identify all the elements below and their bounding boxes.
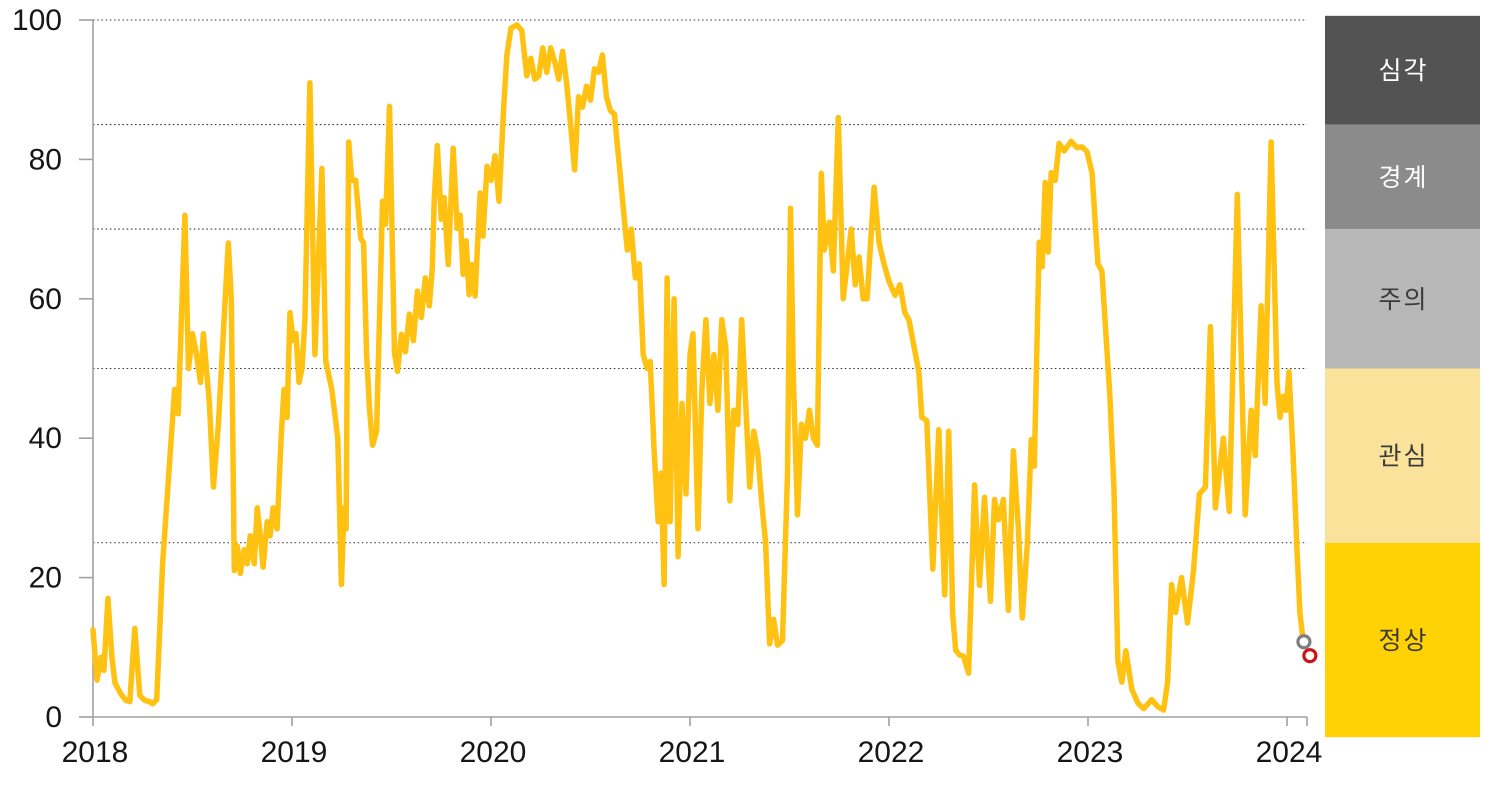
- latest-point-marker: [1302, 648, 1318, 664]
- x-tick-label: 2018: [62, 736, 129, 769]
- risk-band-주의: [1325, 229, 1480, 369]
- y-axis-labels: 0 20 40 60 80 100: [12, 4, 62, 734]
- y-tick-label: 80: [29, 143, 62, 176]
- y-axis-ticks: [79, 19, 93, 718]
- y-tick-label: 20: [29, 562, 62, 595]
- x-tick-label: 2020: [460, 736, 527, 769]
- index-line-series: [90, 22, 1306, 713]
- y-tick-label: 0: [45, 701, 62, 734]
- end-markers: [1296, 634, 1318, 664]
- risk-band-label: 정상: [1378, 627, 1428, 655]
- gridlines: [93, 19, 1307, 544]
- y-tick-label: 40: [29, 422, 62, 455]
- x-tick-label: 2024: [1256, 736, 1323, 769]
- risk-band-관심: [1325, 368, 1480, 543]
- x-axis-ticks: [92, 717, 1308, 726]
- risk-band-label: 심각: [1378, 57, 1428, 85]
- x-tick-label: 2023: [1057, 736, 1124, 769]
- x-axis-labels: 2018 2019 2020 2021 2022 2023 2024: [62, 736, 1323, 769]
- risk-band-정상: [1325, 542, 1480, 738]
- risk-band-label: 관심: [1378, 443, 1428, 471]
- risk-band-label: 경계: [1378, 164, 1428, 192]
- risk-band-경계: [1325, 124, 1480, 230]
- y-tick-label: 100: [12, 4, 62, 37]
- previous-point-marker: [1296, 634, 1312, 650]
- risk-band-label: 주의: [1378, 286, 1428, 314]
- x-tick-label: 2019: [261, 736, 328, 769]
- y-tick-label: 60: [29, 283, 62, 316]
- x-tick-label: 2021: [659, 736, 726, 769]
- x-tick-label: 2022: [858, 736, 925, 769]
- risk-band-심각: [1325, 15, 1480, 125]
- axes: [92, 20, 1307, 718]
